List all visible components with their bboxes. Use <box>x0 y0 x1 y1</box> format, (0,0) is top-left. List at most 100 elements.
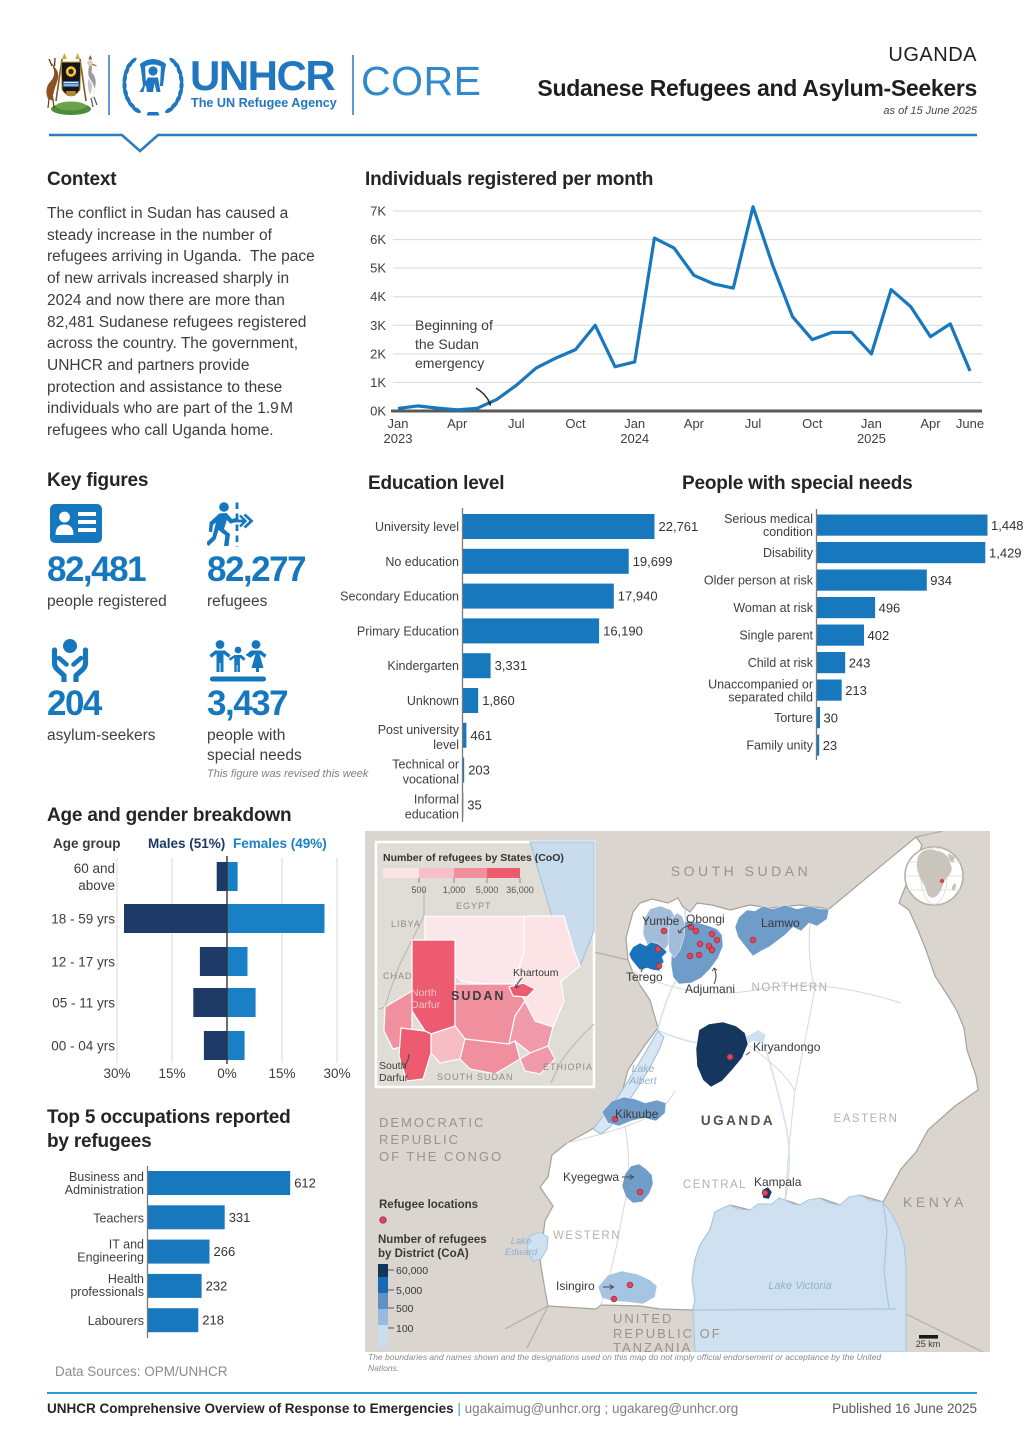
svg-text:3,331: 3,331 <box>495 658 528 673</box>
svg-text:Darfur: Darfur <box>411 999 441 1011</box>
svg-text:1K: 1K <box>370 375 386 390</box>
svg-text:Females (49%): Females (49%) <box>233 836 327 851</box>
svg-text:15%: 15% <box>268 1066 295 1081</box>
svg-text:1,448: 1,448 <box>991 518 1024 533</box>
svg-text:243: 243 <box>849 656 871 671</box>
svg-text:Number of refugees by States (: Number of refugees by States (CoO) <box>383 852 564 864</box>
svg-text:Labourers: Labourers <box>88 1314 144 1328</box>
svg-text:5K: 5K <box>370 261 386 276</box>
svg-text:30%: 30% <box>103 1066 130 1081</box>
svg-text:1,429: 1,429 <box>989 546 1022 561</box>
svg-text:Teachers: Teachers <box>93 1211 144 1225</box>
svg-text:Terego: Terego <box>626 970 663 984</box>
svg-text:OF THE CONGO: OF THE CONGO <box>379 1149 503 1164</box>
svg-text:4K: 4K <box>370 289 386 304</box>
svg-text:Isingiro: Isingiro <box>556 1279 595 1293</box>
svg-text:UNITED: UNITED <box>613 1311 673 1326</box>
svg-text:934: 934 <box>930 573 952 588</box>
svg-text:12 - 17 yrs: 12 - 17 yrs <box>51 955 115 970</box>
svg-text:Older person at risk: Older person at risk <box>704 574 814 588</box>
svg-text:UGANDA: UGANDA <box>701 1113 775 1128</box>
svg-text:Jul: Jul <box>745 416 762 431</box>
svg-text:Darfur: Darfur <box>379 1072 409 1084</box>
svg-text:0K: 0K <box>370 404 386 419</box>
svg-text:June: June <box>956 416 984 431</box>
svg-text:education: education <box>405 807 459 821</box>
svg-text:1,860: 1,860 <box>482 693 515 708</box>
svg-text:Jul: Jul <box>508 416 525 431</box>
svg-text:EASTERN: EASTERN <box>834 1113 899 1125</box>
svg-text:Beginning of: Beginning of <box>415 317 493 333</box>
svg-text:23: 23 <box>823 738 837 753</box>
svg-text:Lamwo: Lamwo <box>761 916 800 930</box>
svg-text:266: 266 <box>214 1244 236 1259</box>
svg-text:vocational: vocational <box>403 773 459 787</box>
svg-text:Yumbe: Yumbe <box>642 914 680 928</box>
svg-text:SUDAN: SUDAN <box>451 989 505 1003</box>
svg-text:Lake Victoria: Lake Victoria <box>768 1280 831 1292</box>
svg-text:NORTHERN: NORTHERN <box>752 982 829 994</box>
svg-text:level: level <box>433 738 459 752</box>
svg-text:Post university: Post university <box>378 723 460 737</box>
svg-text:Engineering: Engineering <box>77 1251 144 1265</box>
svg-text:60,000: 60,000 <box>396 1265 428 1277</box>
svg-text:CENTRAL: CENTRAL <box>683 1179 747 1191</box>
svg-text:ETHIOPIA: ETHIOPIA <box>543 1062 593 1072</box>
svg-text:Kikuube: Kikuube <box>615 1107 659 1121</box>
svg-text:213: 213 <box>845 683 867 698</box>
svg-text:Kyegegwa: Kyegegwa <box>563 1170 619 1184</box>
svg-text:Single parent: Single parent <box>739 629 813 643</box>
svg-text:the Sudan: the Sudan <box>415 336 479 352</box>
svg-text:Age group: Age group <box>53 836 121 851</box>
svg-text:331: 331 <box>229 1210 251 1225</box>
svg-text:Apr: Apr <box>920 416 941 431</box>
svg-text:500: 500 <box>411 885 426 895</box>
svg-text:Primary Education: Primary Education <box>357 624 459 638</box>
svg-text:Technical or: Technical or <box>392 758 459 772</box>
svg-text:Health: Health <box>108 1272 144 1286</box>
svg-text:22,761: 22,761 <box>659 519 699 534</box>
svg-text:REPUBLIC: REPUBLIC <box>379 1132 460 1147</box>
svg-text:18 - 59 yrs: 18 - 59 yrs <box>51 912 115 927</box>
svg-text:496: 496 <box>879 601 901 616</box>
svg-text:Apr: Apr <box>684 416 705 431</box>
svg-text:Disability: Disability <box>763 546 814 560</box>
svg-text:Lake: Lake <box>632 1063 655 1075</box>
svg-text:7K: 7K <box>370 204 386 219</box>
svg-text:Informal: Informal <box>414 792 459 806</box>
svg-text:above: above <box>78 878 115 893</box>
svg-text:203: 203 <box>468 763 490 778</box>
svg-text:Oct: Oct <box>802 416 823 431</box>
svg-text:218: 218 <box>202 1313 224 1328</box>
svg-text:Serious medical: Serious medical <box>724 512 813 526</box>
svg-text:60 and: 60 and <box>74 861 115 876</box>
svg-text:Apr: Apr <box>447 416 468 431</box>
svg-text:LIBYA: LIBYA <box>391 919 421 929</box>
svg-text:SOUTH SUDAN: SOUTH SUDAN <box>437 1072 514 1082</box>
svg-text:Jan: Jan <box>388 416 409 431</box>
svg-text:IT and: IT and <box>109 1238 144 1252</box>
svg-text:The UN Refugee Agency: The UN Refugee Agency <box>191 96 337 110</box>
svg-text:461: 461 <box>470 728 492 743</box>
svg-text:00 - 04 yrs: 00 - 04 yrs <box>51 1039 115 1054</box>
svg-text:Secondary Education: Secondary Education <box>340 590 459 604</box>
svg-text:612: 612 <box>294 1176 316 1191</box>
svg-text:16,190: 16,190 <box>603 623 643 638</box>
svg-text:emergency: emergency <box>415 355 484 371</box>
svg-text:Khartoum: Khartoum <box>513 967 559 979</box>
svg-text:Kiryandongo: Kiryandongo <box>753 1040 821 1054</box>
svg-text:Torture: Torture <box>774 711 813 725</box>
svg-text:15%: 15% <box>158 1066 185 1081</box>
svg-text:Woman at risk: Woman at risk <box>733 601 813 615</box>
svg-text:CHAD: CHAD <box>383 971 413 981</box>
svg-text:Adjumani: Adjumani <box>685 982 735 996</box>
svg-text:Males (51%): Males (51%) <box>148 836 225 851</box>
svg-text:30%: 30% <box>323 1066 350 1081</box>
svg-text:Unknown: Unknown <box>407 694 459 708</box>
svg-text:Oct: Oct <box>565 416 586 431</box>
svg-text:Jan: Jan <box>861 416 882 431</box>
svg-text:No education: No education <box>385 555 459 569</box>
svg-text:EGYPT: EGYPT <box>456 901 492 911</box>
svg-text:402: 402 <box>868 628 890 643</box>
svg-text:South: South <box>379 1060 407 1072</box>
